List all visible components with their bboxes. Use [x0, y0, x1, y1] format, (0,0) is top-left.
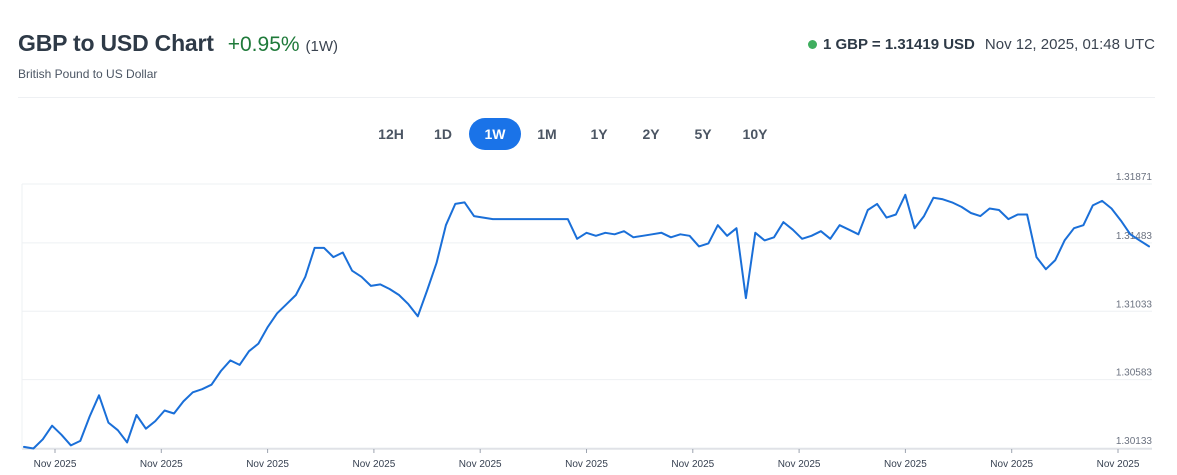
live-indicator-icon — [807, 40, 817, 49]
y-tick-label: 1.31871 — [1116, 172, 1153, 183]
chart-header: GBP to USD Chart +0.95% (1W) British Pou… — [18, 30, 1155, 92]
range-tabs: 12H 1D 1W 1M 1Y 2Y 5Y 10Y — [365, 118, 781, 150]
rate-value: 1 GBP = 1.31419 USD — [822, 36, 975, 53]
tab-12h[interactable]: 12H — [378, 126, 404, 142]
change-period: (1W) — [305, 38, 339, 55]
x-tick-label: Nov 2025 — [778, 459, 821, 470]
rate-timestamp: Nov 12, 2025, 01:48 UTC — [984, 36, 1155, 53]
x-tick-label: Nov 2025 — [246, 459, 289, 470]
tab-1y[interactable]: 1Y — [590, 126, 608, 142]
tab-2y[interactable]: 2Y — [642, 126, 660, 142]
page-subtitle: British Pound to US Dollar — [18, 67, 158, 81]
tab-10y[interactable]: 10Y — [742, 126, 768, 142]
y-tick-label: 1.30133 — [1116, 436, 1153, 447]
x-tick-label: Nov 2025 — [990, 459, 1033, 470]
title-row: GBP to USD Chart +0.95% (1W) — [18, 30, 1155, 57]
tab-1m[interactable]: 1M — [537, 126, 557, 142]
header-divider — [18, 97, 1155, 98]
x-tick-label: Nov 2025 — [565, 459, 608, 470]
percent-change: +0.95% — [227, 33, 300, 56]
x-tick-label: Nov 2025 — [140, 459, 183, 470]
tab-5y[interactable]: 5Y — [694, 126, 712, 142]
x-tick-label: Nov 2025 — [671, 459, 714, 470]
x-tick-label: Nov 2025 — [884, 459, 927, 470]
x-tick-label: Nov 2025 — [459, 459, 502, 470]
x-tick-label: Nov 2025 — [34, 459, 77, 470]
series-line — [23, 193, 1150, 450]
tab-1d[interactable]: 1D — [434, 126, 452, 142]
tab-1w[interactable]: 1W — [469, 118, 521, 150]
x-tick-label: Nov 2025 — [352, 459, 395, 470]
y-tick-label: 1.31033 — [1116, 299, 1153, 310]
page-title: GBP to USD Chart — [18, 30, 214, 56]
x-tick-label: Nov 2025 — [1097, 459, 1140, 470]
current-rate: 1 GBP = 1.31419 USD Nov 12, 2025, 01:48 … — [807, 36, 1155, 53]
y-tick-label: 1.30583 — [1116, 368, 1153, 379]
